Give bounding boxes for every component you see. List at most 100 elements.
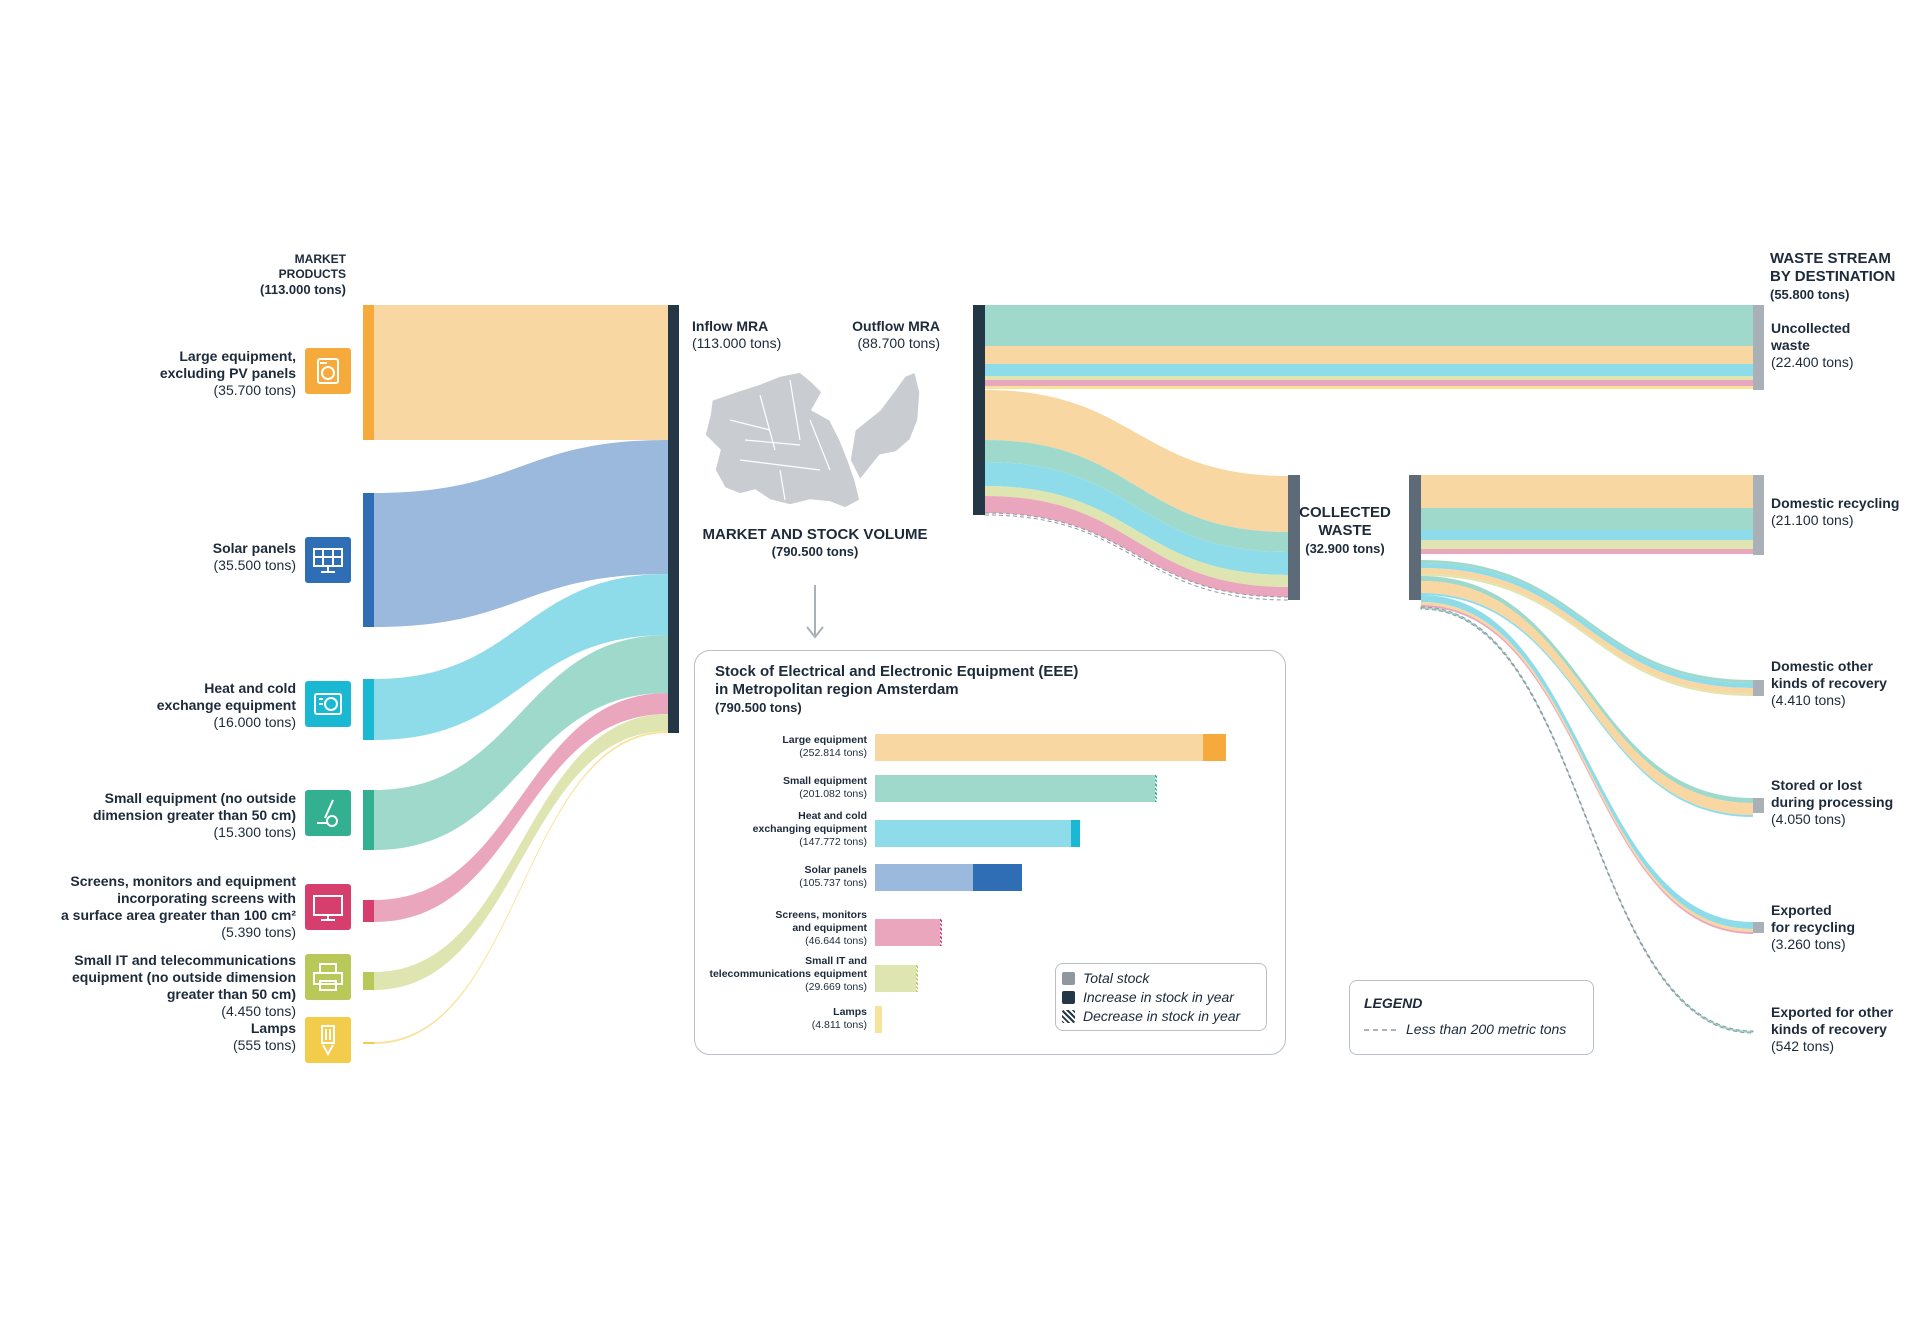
stock-label-name: Lamps bbox=[833, 1006, 867, 1018]
stock-label-large: Large equipment (252.814 tons) bbox=[677, 734, 867, 760]
market-item-name: dimension greater than 50 cm) bbox=[92, 807, 296, 823]
flow-exported-recycling-large bbox=[1421, 602, 1753, 932]
stock-change-heat bbox=[1071, 820, 1081, 847]
flow-uncollected-lamps bbox=[985, 386, 1753, 389]
flow-collected-small bbox=[985, 440, 1288, 552]
legend-dashed-item: Less than 200 metric tons bbox=[1364, 1021, 1566, 1038]
stock-label-tons: (4.811 tons) bbox=[811, 1019, 867, 1031]
node-market-solar bbox=[363, 493, 374, 627]
flow-other-recovery-large bbox=[1421, 568, 1753, 694]
node-market-it bbox=[363, 972, 374, 990]
node-domestic-other-recovery bbox=[1753, 680, 1764, 696]
market-item-name: Small equipment (no outside bbox=[104, 790, 296, 806]
printer-icon bbox=[305, 954, 351, 1000]
market-item-name: Lamps bbox=[250, 1020, 296, 1036]
node-market-lamps bbox=[363, 1042, 374, 1044]
stock-label-name: Heat and cold bbox=[798, 810, 867, 822]
destination-item-5: Exported for other kinds of recovery (542 … bbox=[1771, 1004, 1916, 1055]
flow-collected-heat bbox=[985, 462, 1288, 575]
stock-legend: Total stock Increase in stock in year De… bbox=[1055, 963, 1267, 1031]
destination-item-2: Domestic other kinds of recovery (4.410 to… bbox=[1771, 658, 1916, 709]
market-item-tons: (16.000 tons) bbox=[213, 714, 297, 730]
stock-label-name: telecommunications equipment bbox=[709, 968, 867, 980]
market-item-tons: (35.500 tons) bbox=[213, 557, 297, 573]
map-border-2 bbox=[789, 379, 801, 441]
node-collected-out bbox=[1409, 475, 1421, 600]
flow-recycling-heat bbox=[1420, 530, 1753, 540]
map-border-0 bbox=[729, 419, 771, 431]
node-uncollected-waste bbox=[1753, 305, 1764, 390]
stock-change-it bbox=[916, 965, 919, 992]
flow-collected-large bbox=[985, 390, 1288, 532]
market-item-name: excluding PV panels bbox=[159, 365, 296, 381]
stock-bar-it bbox=[875, 965, 917, 992]
market-item-tons: (35.700 tons) bbox=[213, 382, 297, 398]
map-area-0 bbox=[704, 371, 861, 509]
flow-recycling-screens bbox=[1420, 549, 1753, 554]
solar-panel-icon bbox=[305, 537, 351, 583]
inflow-label: Inflow MRA (113.000 tons) bbox=[692, 318, 782, 351]
market-item-name: Solar panels bbox=[212, 540, 296, 556]
stock-label-lamps: Lamps (4.811 tons) bbox=[677, 1006, 867, 1032]
monitor-icon bbox=[305, 884, 351, 930]
destination-item-name: for recycling bbox=[1771, 919, 1856, 935]
stock-label-tons: (29.669 tons) bbox=[805, 981, 867, 993]
map-border-3 bbox=[739, 459, 821, 471]
destination-item-name: during processing bbox=[1771, 794, 1894, 810]
flow-market-solar bbox=[374, 440, 668, 627]
flow-collected-it bbox=[985, 486, 1288, 587]
market-item-solar: Solar panels (35.500 tons) bbox=[20, 540, 296, 574]
market-item-lamps: Lamps (555 tons) bbox=[20, 1020, 296, 1054]
stock-label-tons: (252.814 tons) bbox=[799, 747, 867, 759]
destination-item-4: Exported for recycling (3.260 tons) bbox=[1771, 902, 1916, 953]
destination-item-3: Stored or lost during processing (4.050 to… bbox=[1771, 777, 1916, 828]
flow-uncollected-heat bbox=[985, 364, 1753, 376]
destination-item-0: Uncollected waste (22.400 tons) bbox=[1771, 320, 1916, 371]
market-item-tons: (5.390 tons) bbox=[221, 924, 296, 940]
stock-title: Stock of Electrical and Electronic Equip… bbox=[715, 663, 1079, 715]
market-item-name: Large equipment, bbox=[179, 348, 296, 364]
stock-label-tons: (46.644 tons) bbox=[805, 935, 867, 947]
flow-collected-screens bbox=[985, 496, 1288, 597]
market-item-screens: Screens, monitors and equipment incorpora… bbox=[20, 873, 296, 941]
market-item-tons: (555 tons) bbox=[232, 1037, 296, 1053]
stock-change-large bbox=[1203, 734, 1227, 761]
map-border-6 bbox=[744, 439, 801, 446]
stock-bar-large bbox=[875, 734, 1204, 761]
destination-item-name: Uncollected bbox=[1771, 320, 1851, 336]
market-item-it: Small IT and telecommunications equipment… bbox=[20, 952, 296, 1020]
stock-panel: Stock of Electrical and Electronic Equip… bbox=[694, 650, 1286, 1055]
node-outflow-mra bbox=[973, 305, 985, 515]
stock-bar-solar bbox=[875, 864, 973, 891]
stock-label-name: Solar panels bbox=[804, 864, 867, 876]
stock-label-name: and equipment bbox=[792, 922, 867, 934]
node-inflow-mra bbox=[668, 305, 679, 733]
map-border-1 bbox=[759, 394, 776, 451]
stock-label-heat: Heat and cold exchanging equipment (147.77… bbox=[677, 810, 867, 849]
stock-bar-small bbox=[875, 775, 1155, 802]
stock-label-tons: (105.737 tons) bbox=[799, 877, 867, 889]
destination-item-name: Exported bbox=[1771, 902, 1832, 918]
flow-other-recovery-small bbox=[1421, 560, 1753, 683]
flow-recycling-it bbox=[1420, 540, 1753, 549]
flow-uncollected-screens bbox=[985, 380, 1753, 386]
flow-market-heat bbox=[374, 574, 668, 740]
destination-item-name: kinds of recovery bbox=[1771, 1021, 1887, 1037]
collected-waste-label: COLLECTED WASTE (32.900 tons) bbox=[1299, 504, 1391, 556]
node-exported-recycling bbox=[1753, 922, 1764, 933]
destination-item-1: Domestic recycling (21.100 tons) bbox=[1771, 495, 1916, 529]
market-item-small: Small equipment (no outside dimension gre… bbox=[20, 790, 296, 841]
node-market-large bbox=[363, 305, 374, 440]
stock-volume-label: MARKET AND STOCK VOLUME (790.500 tons) bbox=[702, 526, 928, 559]
stock-label-solar: Solar panels (105.737 tons) bbox=[677, 864, 867, 890]
flow-exported-recycling-screens bbox=[1421, 605, 1753, 934]
market-products-title: MARKET PRODUCTS (113.000 tons) bbox=[260, 252, 346, 297]
flow-recycling-large bbox=[1420, 475, 1753, 508]
destination-item-name: kinds of recovery bbox=[1771, 675, 1887, 691]
flow-uncollected-small bbox=[985, 305, 1753, 346]
flow-uncollected-large bbox=[985, 346, 1753, 364]
flow-other-recovery-heat bbox=[1421, 563, 1753, 688]
flow-market-large bbox=[374, 305, 668, 440]
destination-item-tons: (4.050 tons) bbox=[1771, 811, 1846, 827]
metropolitan-region-map bbox=[704, 370, 921, 509]
